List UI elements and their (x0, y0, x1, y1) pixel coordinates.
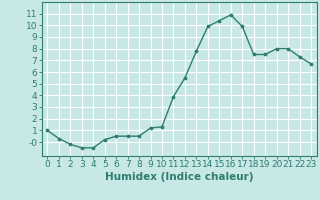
X-axis label: Humidex (Indice chaleur): Humidex (Indice chaleur) (105, 172, 253, 182)
